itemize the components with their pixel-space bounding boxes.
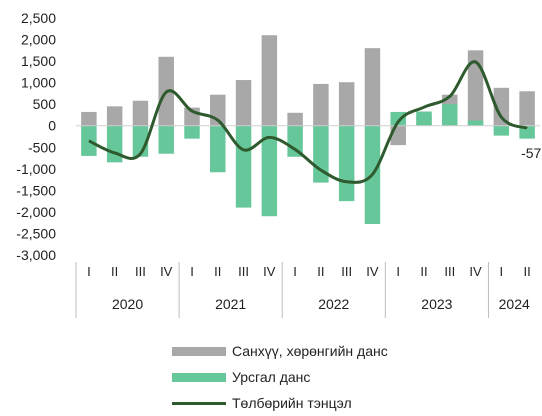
legend-swatch-current [172, 372, 226, 382]
x-tick-label: II [420, 264, 427, 279]
x-tick-label: IV [263, 264, 276, 279]
x-tick-label: IV [366, 264, 379, 279]
current-account-bar [184, 125, 200, 139]
y-tick-label: 2,000 [21, 32, 56, 48]
x-tick-label: II [317, 264, 324, 279]
x-tick-label: I [500, 264, 504, 279]
current-account-bar [210, 125, 226, 173]
financial-account-bar [364, 48, 381, 126]
legend-item-financial: Санхүү, хөрөнгийн данс [172, 338, 388, 364]
financial-account-bar [338, 82, 355, 126]
financial-account-bar [106, 106, 123, 126]
legend: Санхүү, хөрөнгийн данс Урсгал данс Төлбө… [172, 338, 388, 416]
x-tick-label: IV [160, 264, 173, 279]
year-label: 2022 [318, 296, 349, 312]
annotations: -57 [521, 145, 541, 161]
x-tick-label: I [87, 264, 91, 279]
legend-item-balance: Төлбөрийн тэнцэл [172, 390, 388, 416]
x-tick-label: II [111, 264, 118, 279]
financial-account-bar [467, 50, 484, 126]
current-account-bar [235, 125, 252, 208]
legend-label-current: Урсгал данс [232, 369, 311, 385]
current-account-bar [519, 125, 535, 139]
current-account-bar [442, 104, 458, 126]
year-separators [75, 262, 489, 318]
y-tick-label: 2,500 [21, 10, 56, 26]
financial-account-bar [261, 35, 278, 126]
current-account-bar [261, 125, 278, 217]
end-value-label: -57 [521, 145, 541, 161]
x-tick-label: I [396, 264, 400, 279]
year-label: 2020 [112, 296, 143, 312]
x-tick-label: III [341, 264, 352, 279]
current-account-bar [338, 125, 355, 202]
y-tick-label: -2,000 [16, 204, 56, 220]
year-label: 2023 [421, 296, 452, 312]
x-tick-label: III [444, 264, 455, 279]
y-tick-label: 1,000 [21, 75, 56, 91]
current-account-bar [158, 125, 174, 154]
y-tick-label: -1,500 [16, 182, 56, 198]
y-tick-label: -500 [28, 139, 56, 155]
year-label: 2021 [215, 296, 246, 312]
y-tick-label: 500 [33, 96, 57, 112]
y-tick-label: 1,500 [21, 53, 56, 69]
current-account-bars [81, 104, 535, 224]
legend-swatch-balance [172, 401, 226, 405]
y-tick-label: -3,000 [16, 247, 56, 263]
y-tick-label: 0 [48, 118, 56, 134]
financial-account-bar [313, 83, 329, 126]
financial-account-bars [81, 35, 535, 146]
y-axis-ticks: 2,500 2,000 1,500 1,000 500 0 -500 -1,000 -1,500… [16, 10, 56, 263]
x-tick-label: I [293, 264, 297, 279]
legend-item-current: Урсгал данс [172, 364, 388, 390]
x-tick-label: II [523, 264, 530, 279]
financial-account-bar [519, 91, 535, 126]
current-account-bar [493, 125, 510, 136]
legend-label-financial: Санхүү, хөрөнгийн данс [232, 343, 388, 359]
x-tick-label: III [135, 264, 146, 279]
legend-label-balance: Төлбөрийн тэнцэл [232, 395, 352, 411]
y-tick-label: -1,000 [16, 161, 56, 177]
legend-swatch-financial [172, 346, 226, 356]
year-label: 2024 [499, 296, 530, 312]
y-tick-label: -2,500 [16, 225, 56, 241]
financial-account-bar [235, 80, 252, 126]
financial-account-bar [493, 87, 510, 126]
balance-of-payments-line [88, 60, 528, 184]
current-account-bar [106, 125, 123, 163]
x-tick-label: III [238, 264, 249, 279]
current-account-bar [390, 111, 406, 126]
current-account-bar [467, 120, 484, 126]
x-tick-label: I [190, 264, 194, 279]
x-tick-label: IV [469, 264, 482, 279]
x-tick-label: II [214, 264, 221, 279]
financial-account-bar [81, 111, 97, 126]
chart: 2,500 2,000 1,500 1,000 500 0 -500 -1,000 -1,500… [16, 10, 542, 318]
current-account-bar [287, 125, 303, 157]
x-axis-year-labels: 2020 2021 2022 2023 2024 [112, 296, 530, 312]
financial-account-bar [287, 112, 303, 126]
x-axis-quarter-ticks: I II III IV I II III IV I II III IV I II III IV I II [87, 264, 531, 279]
current-account-bar [416, 111, 432, 126]
financial-account-bar [132, 100, 149, 126]
